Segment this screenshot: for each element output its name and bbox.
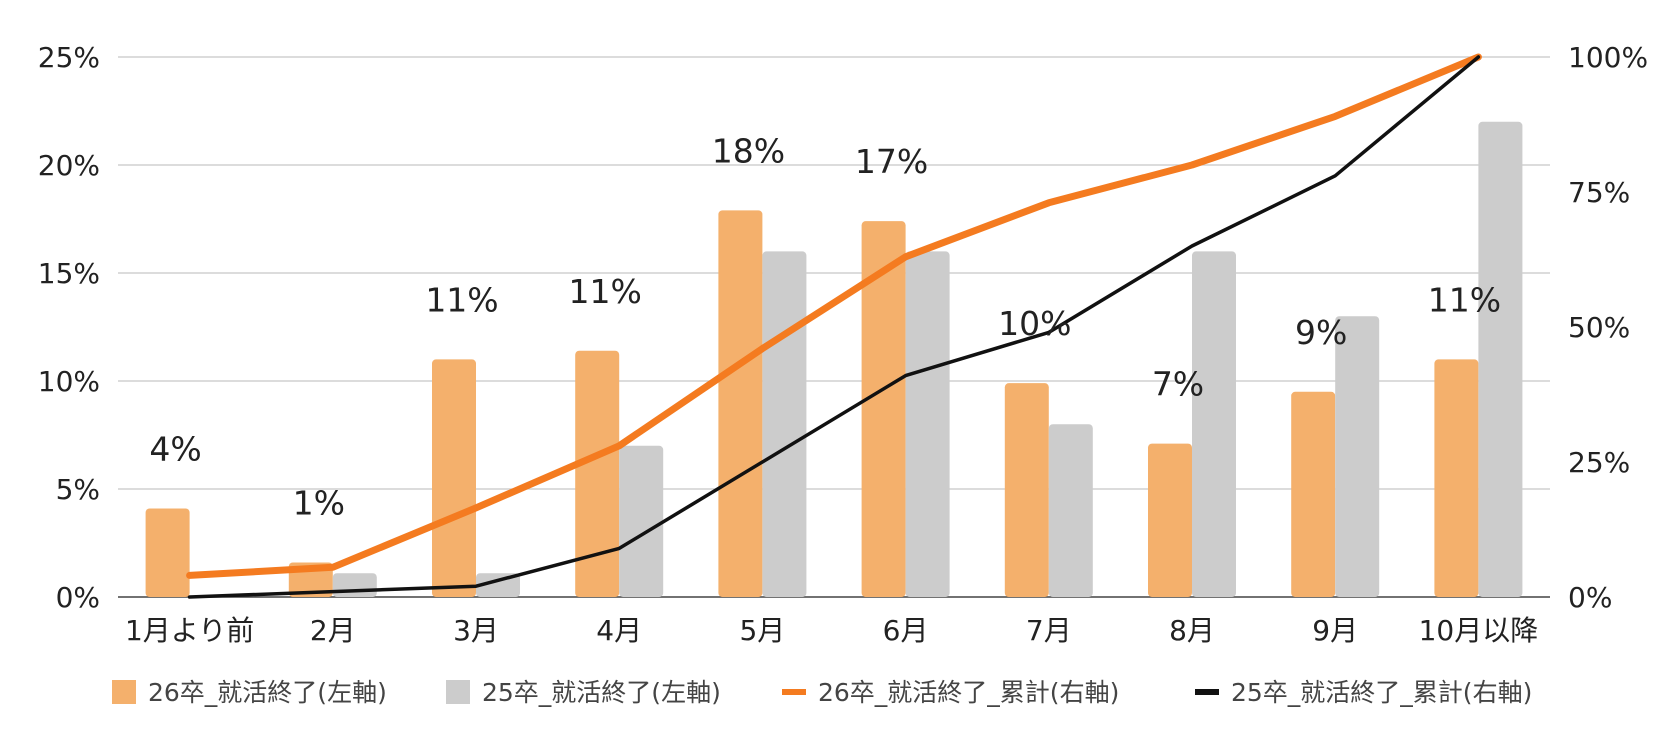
bar — [762, 251, 807, 597]
data-label: 10% — [998, 304, 1071, 343]
legend-label: 25卒_就活終了(左軸) — [482, 678, 721, 707]
bar — [575, 350, 620, 597]
bar — [1004, 383, 1049, 597]
data-label: 17% — [855, 142, 928, 181]
left-axis: 0% 5% 10% 15% 20% 25% — [38, 41, 100, 614]
right-axis-tick: 75% — [1568, 176, 1630, 209]
category-label: 6月 — [883, 614, 929, 647]
bar — [1148, 443, 1192, 597]
right-axis-tick: 100% — [1568, 41, 1648, 74]
category-label: 1月より前 — [125, 614, 254, 647]
bar — [332, 573, 377, 597]
bar — [1335, 316, 1380, 597]
bar — [718, 210, 763, 598]
data-label: 18% — [712, 131, 785, 170]
data-label: 4% — [149, 429, 201, 468]
bars — [145, 121, 1523, 598]
bar — [619, 445, 664, 597]
legend-swatch — [446, 680, 470, 704]
series-line — [186, 53, 1482, 579]
right-axis: 0% 25% 50% 75% 100% — [1568, 41, 1648, 614]
legend-label: 26卒_就活終了_累計(右軸) — [818, 678, 1119, 707]
data-label: 11% — [569, 272, 642, 311]
category-label: 8月 — [1169, 614, 1215, 647]
category-label: 3月 — [453, 614, 499, 647]
left-axis-tick: 25% — [38, 41, 100, 74]
left-axis-tick: 10% — [38, 365, 100, 398]
category-label: 5月 — [739, 614, 785, 647]
data-labels: 4% 1% 11% 11% 18% 17% 10% 7% 9% 11% — [149, 131, 1501, 522]
right-axis-tick: 25% — [1568, 446, 1630, 479]
data-label: 11% — [425, 280, 498, 319]
series-line — [187, 55, 1481, 599]
data-label: 7% — [1152, 365, 1204, 404]
legend-label: 26卒_就活終了(左軸) — [148, 678, 387, 707]
category-axis: 1月より前 2月 3月 4月 5月 6月 7月 8月 9月 10月以降 — [125, 614, 1538, 647]
data-label: 9% — [1295, 313, 1347, 352]
lines — [186, 53, 1482, 599]
left-axis-tick: 5% — [56, 473, 100, 506]
bar — [1434, 359, 1479, 597]
left-axis-tick: 0% — [56, 581, 100, 614]
legend-swatch — [112, 680, 136, 704]
bar — [1291, 391, 1336, 597]
bar — [1478, 121, 1523, 598]
category-label: 9月 — [1312, 614, 1358, 647]
data-label: 1% — [293, 483, 345, 522]
data-label: 11% — [1428, 280, 1501, 319]
bar — [145, 508, 190, 597]
legend-label: 25卒_就活終了_累計(右軸) — [1231, 678, 1532, 707]
bar — [861, 221, 906, 597]
bar — [1048, 424, 1093, 597]
category-label: 4月 — [596, 614, 642, 647]
category-label: 2月 — [310, 614, 356, 647]
left-axis-tick: 15% — [38, 257, 100, 290]
category-label: 7月 — [1026, 614, 1072, 647]
right-axis-tick: 0% — [1568, 581, 1612, 614]
bar — [1192, 251, 1236, 597]
right-axis-tick: 50% — [1568, 311, 1630, 344]
left-axis-tick: 20% — [38, 149, 100, 182]
legend: 26卒_就活終了(左軸) 25卒_就活終了(左軸) 26卒_就活終了_累計(右軸) 2… — [112, 678, 1532, 707]
bar — [432, 359, 476, 597]
category-label: 10月以降 — [1419, 614, 1539, 647]
bar — [905, 251, 950, 597]
